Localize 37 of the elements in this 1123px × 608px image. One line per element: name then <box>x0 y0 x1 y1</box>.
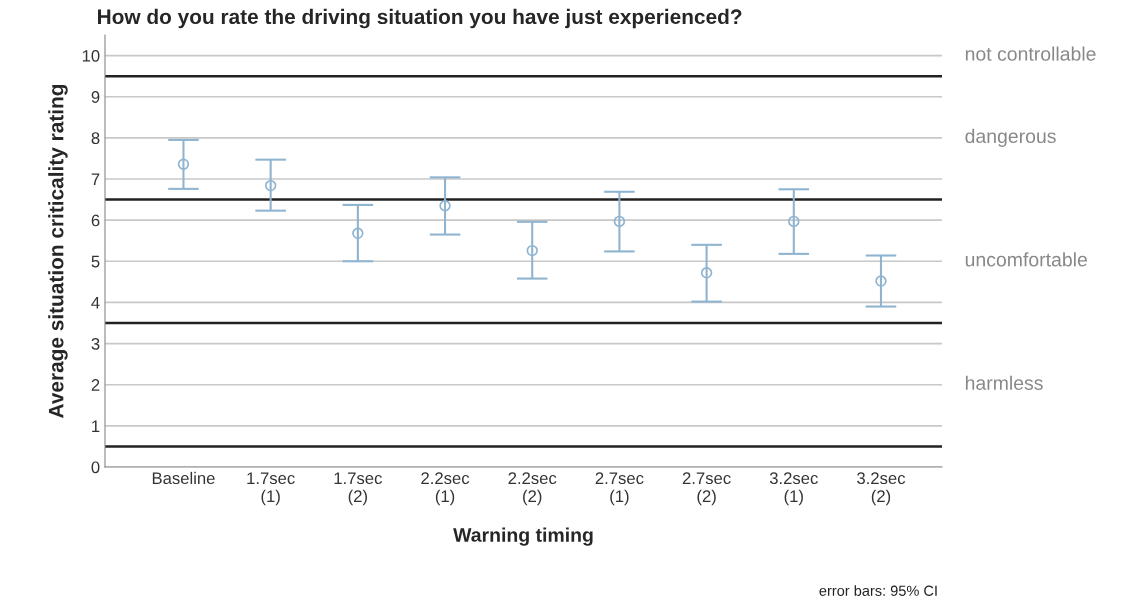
text: dangerous <box>965 128 1056 147</box>
point <box>177 158 190 170</box>
x-tick-label: 3.2sec (2) <box>857 472 906 506</box>
x-axis-title: Warning timing <box>453 527 593 546</box>
y-axis-title: Average situation criticality rating <box>48 84 68 418</box>
point <box>526 244 538 257</box>
y-tick-label: 9 <box>91 91 100 103</box>
y-tick-label: 10 <box>82 49 100 62</box>
x-tick-label: 2.2sec (1) <box>421 472 470 506</box>
y-tick-label: 6 <box>91 214 100 227</box>
point <box>439 200 451 212</box>
point <box>613 215 626 228</box>
x-tick-label: 2.7sec (2) <box>682 472 731 506</box>
y-tick-label: 5 <box>91 255 100 268</box>
point <box>788 215 800 228</box>
x-tick-label: Baseline <box>152 471 215 485</box>
text: uncomfortable <box>965 252 1087 267</box>
y-tick-label: 3 <box>91 337 100 350</box>
y-tick-label: 0 <box>91 461 100 474</box>
y-tick-label: 1 <box>92 420 100 432</box>
text: harmless <box>965 375 1043 390</box>
point <box>700 267 713 279</box>
x-tick-label: 1.7sec (2) <box>334 472 382 506</box>
y-tick-label: 7 <box>91 173 100 186</box>
point <box>352 227 364 240</box>
point <box>875 275 887 287</box>
y-tick-label: 2 <box>91 379 100 391</box>
point <box>264 179 277 192</box>
y-tick-label: 8 <box>91 132 100 145</box>
x-tick-label: 2.2sec (2) <box>508 472 557 506</box>
x-tick-label: 3.2sec (1) <box>769 472 818 506</box>
x-tick-label: 2.7sec (1) <box>595 472 644 506</box>
text: not controllable <box>965 46 1096 61</box>
y-tick-label: 4 <box>91 297 100 309</box>
x-tick-label: 1.7sec (1) <box>247 472 295 506</box>
text: error bars: 95% CI <box>819 585 937 596</box>
chart-title: How do you rate the driving situation you have just experienced? <box>98 8 742 29</box>
